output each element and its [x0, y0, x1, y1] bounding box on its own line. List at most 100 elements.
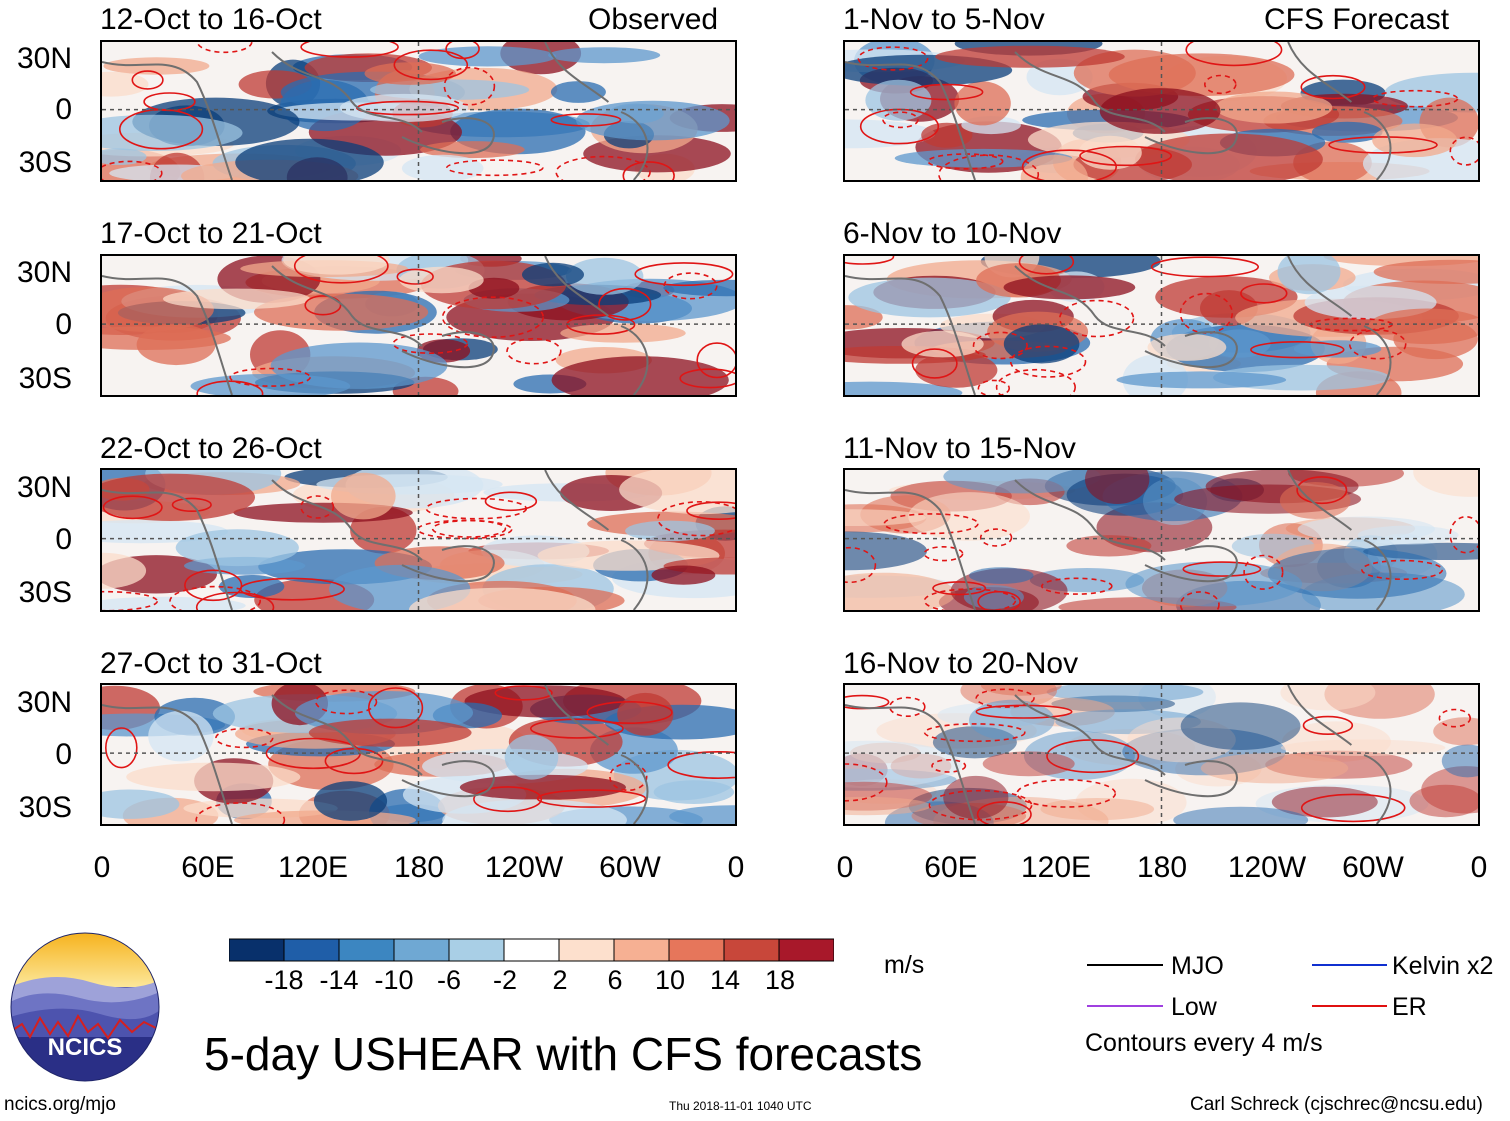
colorbar-swatch [668, 938, 725, 962]
shear-field [102, 685, 735, 824]
coastline [102, 275, 233, 395]
legend-lines [1087, 964, 1387, 1007]
panel-4-date: 27-Oct to 31-Oct [100, 647, 322, 680]
coastline [1144, 331, 1238, 369]
ytick-30s: 30S [18, 362, 72, 395]
field-blob [943, 470, 1101, 494]
er-contour [195, 802, 286, 824]
er-contour [972, 331, 1028, 360]
ncics-logo: NCICS [10, 932, 160, 1082]
shear-field [845, 685, 1478, 824]
coastline [845, 704, 976, 824]
field-blob [651, 565, 716, 585]
map-panel-observed-1 [100, 40, 737, 182]
er-contour [977, 379, 1010, 395]
footer-url: ncics.org/mjo [4, 1094, 116, 1115]
er-contour [431, 519, 507, 538]
er-contour [484, 491, 538, 512]
er-contour [634, 262, 734, 287]
field-blob [163, 288, 311, 310]
er-contour [995, 368, 1076, 395]
er-contour [1079, 145, 1172, 167]
colorbar-swatches [229, 938, 834, 962]
field-blob [102, 148, 147, 165]
er-contour [1203, 74, 1237, 95]
colorbar-swatch [613, 938, 670, 962]
field-blob [845, 531, 928, 571]
er-contour [1300, 74, 1366, 100]
er-contour [979, 528, 1013, 547]
field-blob [848, 277, 1011, 318]
coastline [620, 539, 649, 610]
xtick: 60E [924, 851, 978, 884]
er-contour [529, 718, 624, 739]
field-blob [1003, 324, 1080, 364]
xtick: 60W [1342, 851, 1404, 884]
panel-3-date: 22-Oct to 26-Oct [100, 432, 322, 465]
field-blob [1200, 753, 1349, 784]
er-contour [425, 497, 528, 520]
er-contour [195, 591, 275, 610]
field-blob [954, 81, 1011, 126]
field-blob [845, 381, 963, 395]
coastline [102, 704, 233, 824]
field-blob [418, 46, 557, 67]
coastline [544, 685, 610, 746]
coastline [401, 760, 495, 798]
ncics-logo-mark: NCICS [10, 932, 160, 1082]
er-contour [622, 161, 675, 180]
field-blob [102, 114, 243, 151]
field-blob [420, 141, 525, 159]
field-blob [126, 762, 301, 792]
coastline [1144, 117, 1238, 155]
field-blob [1046, 685, 1204, 703]
coastline [620, 111, 649, 180]
field-blob [308, 718, 472, 747]
field-blob [1215, 91, 1333, 124]
xtick: 60E [181, 851, 235, 884]
er-contour [1046, 739, 1140, 774]
field-blob [617, 692, 674, 736]
field-blob [1293, 340, 1382, 358]
field-blob [1085, 470, 1150, 504]
field-blob [235, 138, 384, 180]
xtick: 180 [393, 851, 445, 884]
field-blob [464, 685, 626, 718]
field-blob [560, 323, 686, 343]
xtick: 120W [484, 851, 564, 884]
cb-label: -10 [374, 965, 414, 995]
coastline [845, 61, 976, 180]
er-contour [102, 495, 163, 520]
er-contour [1296, 476, 1348, 505]
xtick: 120E [277, 851, 349, 884]
ytick-30n: 30N [16, 471, 72, 504]
colorbar-swatch [283, 938, 340, 962]
field-blob [1372, 123, 1458, 158]
panel-5-label: CFS Forecast [1264, 3, 1450, 36]
field-blob [845, 796, 932, 816]
field-blob [1116, 371, 1287, 389]
map-panel-forecast-4 [843, 683, 1480, 826]
field-blob [1413, 470, 1478, 497]
cb-label: 18 [764, 965, 796, 995]
field-blob [901, 330, 984, 358]
er-contour [215, 727, 274, 749]
er-contour [536, 789, 647, 808]
er-contour [923, 723, 1026, 743]
colorbar-swatch [448, 938, 505, 962]
er-contour [300, 495, 335, 519]
er-contour [441, 296, 545, 339]
field-blob [1280, 685, 1376, 711]
field-blob [1078, 135, 1142, 170]
ytick-30s: 30S [18, 576, 72, 609]
panel-1-label: Observed [588, 3, 719, 36]
er-contour [845, 694, 890, 710]
er-contour [845, 546, 877, 584]
er-contour [1243, 554, 1284, 590]
field-blob [313, 781, 388, 821]
field-blob [408, 587, 596, 610]
xtick: 0 [1470, 851, 1488, 884]
er-contour [1328, 136, 1438, 154]
colorbar-swatch [723, 938, 780, 962]
coastline [620, 325, 649, 395]
